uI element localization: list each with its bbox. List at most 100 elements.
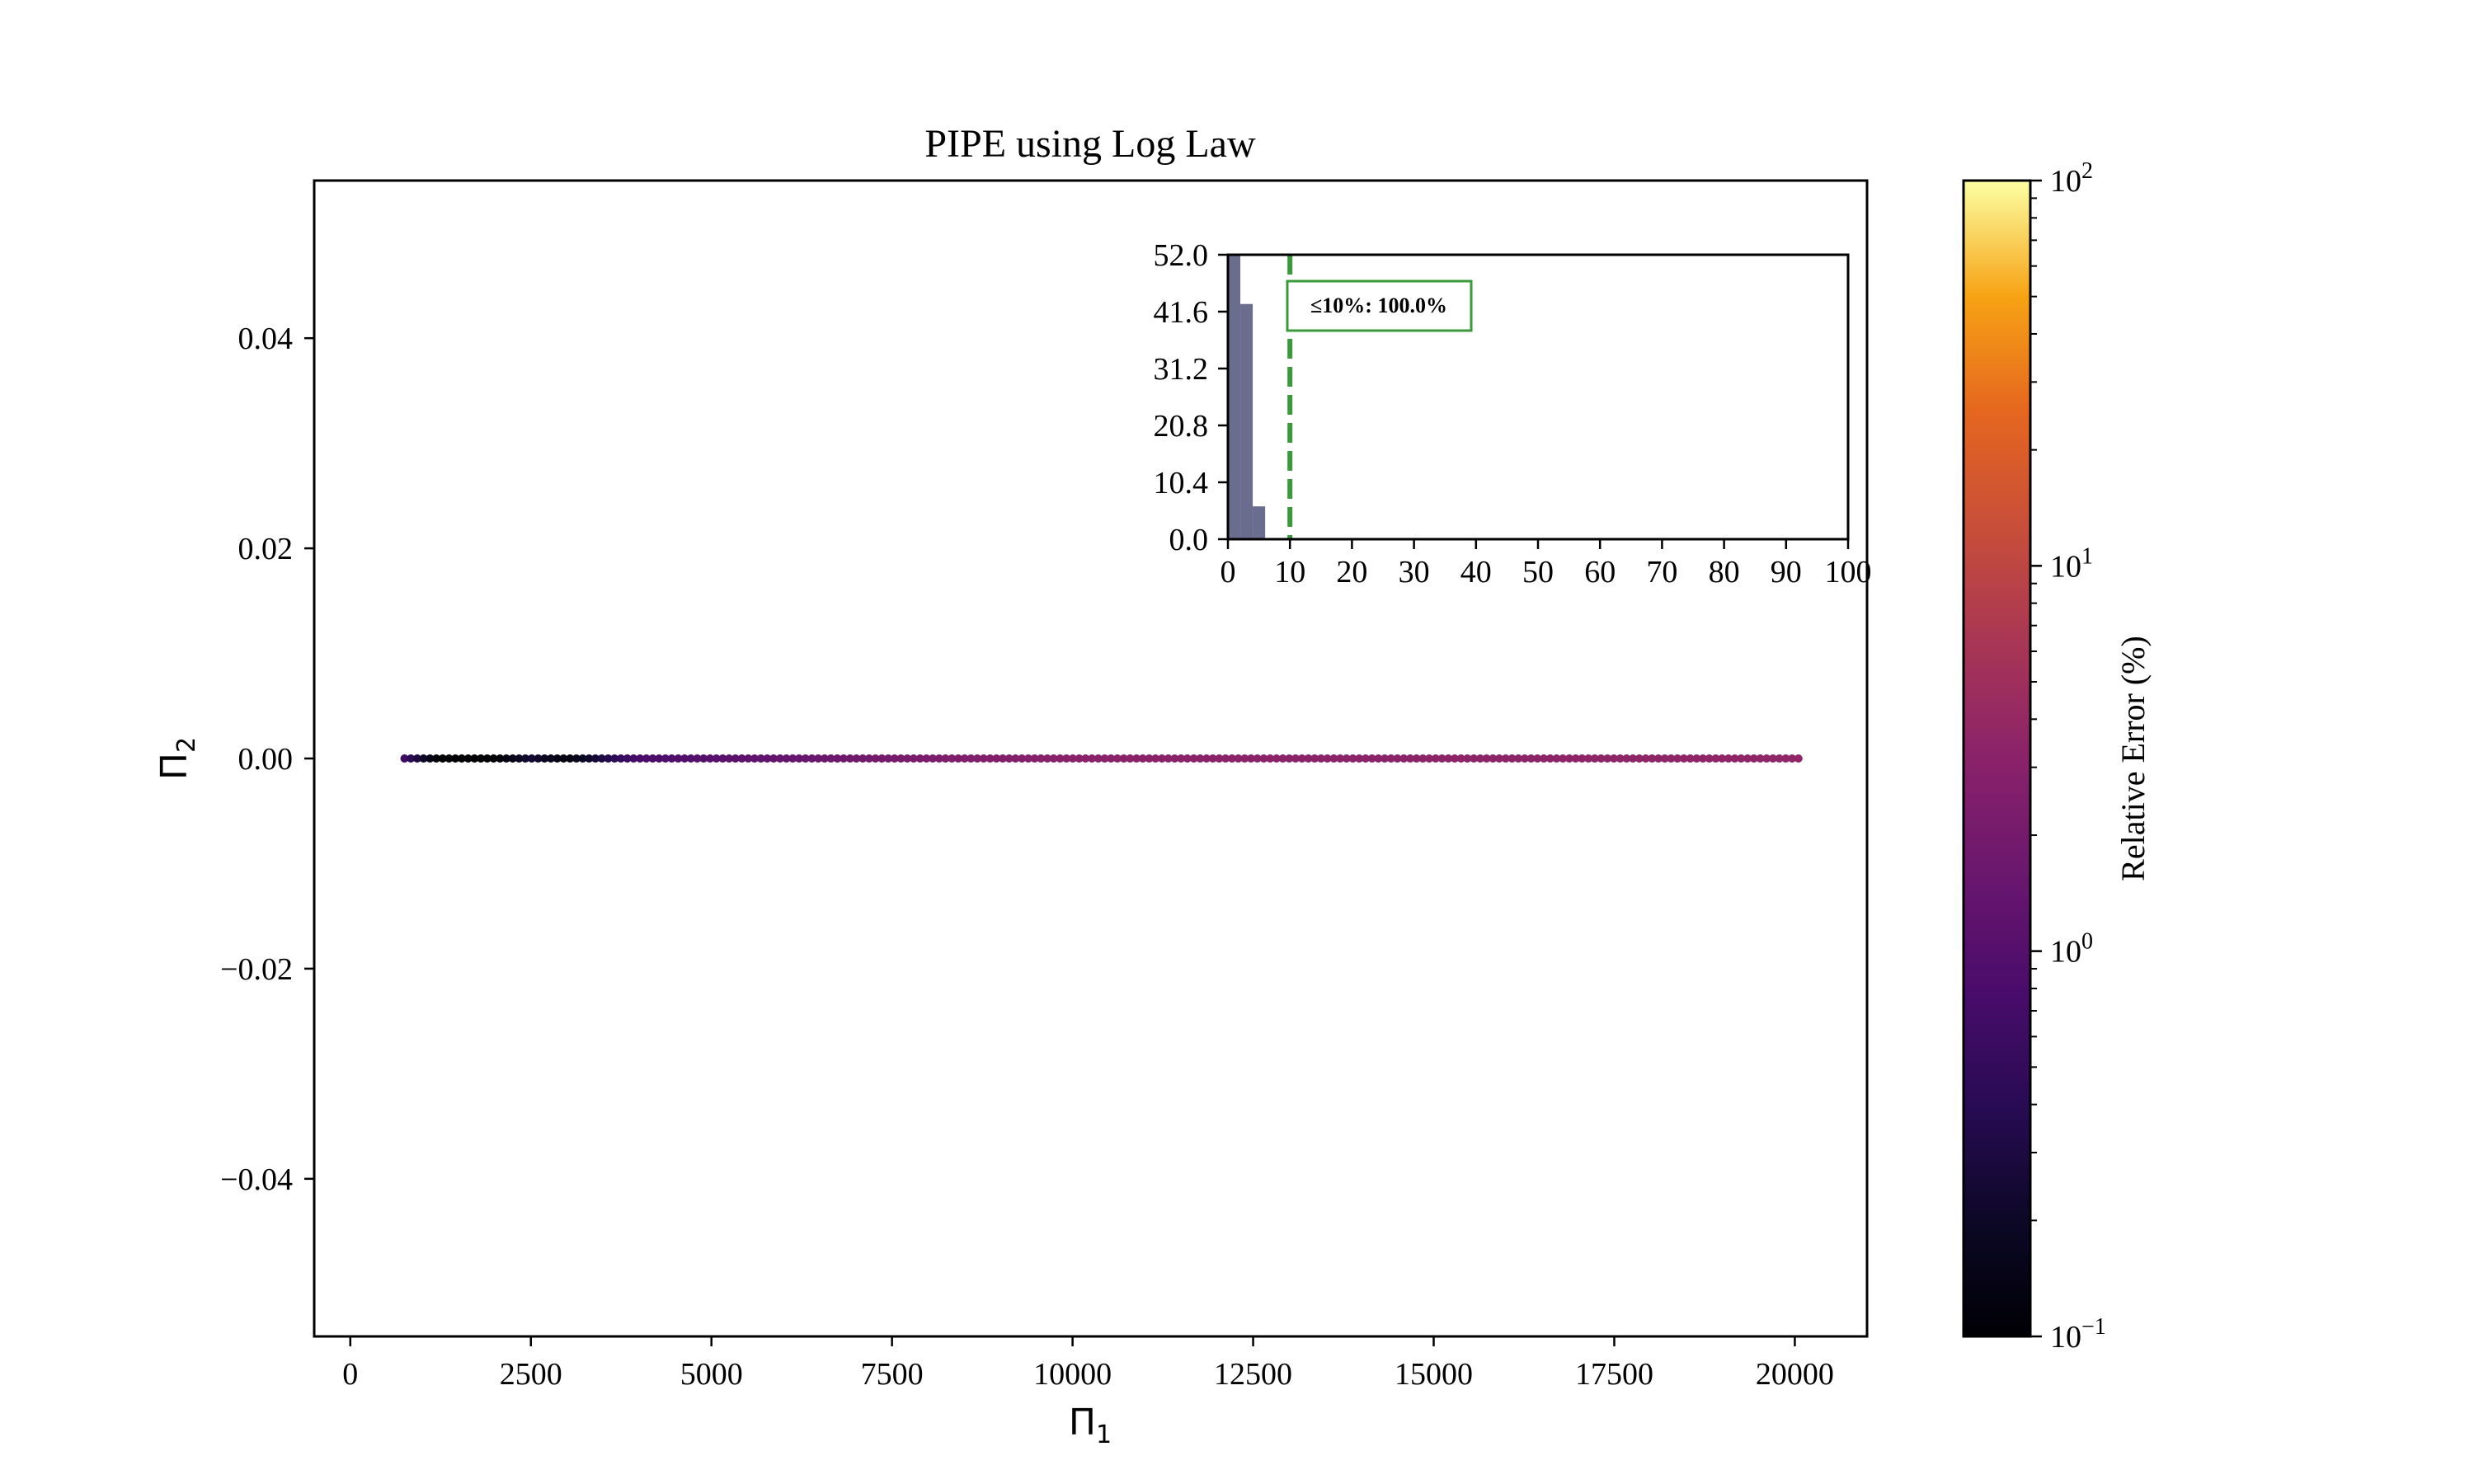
- scatter-points: [400, 754, 1803, 763]
- scatter-point: [1507, 754, 1517, 763]
- scatter-point: [1126, 754, 1135, 763]
- scatter-point: [864, 754, 873, 763]
- inset-x-tick-label: 90: [1771, 555, 1802, 589]
- inset-x-tick-label: 70: [1646, 555, 1677, 589]
- scatter-point: [890, 754, 899, 763]
- scatter-point: [1705, 754, 1714, 763]
- scatter-point: [1616, 754, 1625, 763]
- scatter-point: [1259, 754, 1268, 763]
- scatter-point: [655, 754, 664, 763]
- scatter-point: [1679, 754, 1688, 763]
- scatter-point: [1348, 754, 1357, 763]
- scatter-point: [1788, 754, 1797, 763]
- scatter-point: [1718, 754, 1727, 763]
- scatter-point: [1559, 754, 1568, 763]
- colorbar-tick-label: 101: [2050, 543, 2093, 584]
- scatter-point: [1297, 754, 1306, 763]
- scatter-point: [1648, 754, 1657, 763]
- scatter-point: [463, 754, 473, 763]
- scatter-point: [1062, 754, 1071, 763]
- scatter-point: [1781, 754, 1790, 763]
- scatter-point: [629, 754, 638, 763]
- scatter-point: [1285, 754, 1294, 763]
- y-tick-label: −0.02: [220, 952, 293, 987]
- x-tick-label: 0: [342, 1357, 358, 1392]
- colorbar-ticks: 10−1 100 101 102: [2030, 158, 2106, 1355]
- scatter-point: [1145, 754, 1154, 763]
- y-tick-label: 0.04: [238, 322, 294, 356]
- scatter-point: [1451, 754, 1459, 763]
- scatter-point: [979, 754, 988, 763]
- scatter-point: [1526, 754, 1536, 763]
- scatter-point: [1323, 754, 1332, 763]
- scatter-point: [426, 754, 435, 763]
- scatter-point: [578, 754, 587, 763]
- y-tick-label: 0.02: [238, 532, 294, 566]
- inset-y-axis: 0.0 10.4 20.8 31.2 41.6 52.0: [1154, 238, 1228, 557]
- histogram-bars: [1228, 255, 1266, 539]
- scatter-point: [508, 754, 517, 763]
- scatter-point: [1253, 754, 1262, 763]
- scatter-point: [623, 754, 632, 763]
- scatter-point: [750, 754, 759, 763]
- scatter-point: [1545, 754, 1554, 763]
- scatter-point: [1730, 754, 1739, 763]
- scatter-point: [1489, 754, 1498, 763]
- y-axis-label: Π2: [153, 737, 201, 780]
- scatter-point: [1564, 754, 1573, 763]
- scatter-point: [1037, 754, 1046, 763]
- scatter-point: [826, 754, 835, 763]
- y-tick-label: 0.00: [238, 742, 294, 777]
- scatter-point: [1304, 754, 1313, 763]
- scatter-point: [1768, 754, 1777, 763]
- scatter-point: [1227, 754, 1236, 763]
- scatter-point: [1336, 754, 1345, 763]
- scatter-point: [1711, 754, 1720, 763]
- scatter-point: [400, 754, 409, 763]
- x-axis-label: Π1: [1069, 1402, 1112, 1449]
- scatter-point: [1342, 754, 1351, 763]
- scatter-point: [1724, 754, 1733, 763]
- scatter-point: [1380, 754, 1390, 763]
- scatter-point: [871, 754, 880, 763]
- scatter-point: [604, 754, 613, 763]
- scatter-point: [840, 754, 848, 763]
- scatter-point: [1272, 754, 1281, 763]
- scatter-point: [999, 754, 1007, 763]
- scatter-point: [1266, 754, 1275, 763]
- inset-histogram: 0 10 20 30 40 50 60 70 80 90 100 0.0 10.4 20.8 31.2 41…: [1154, 238, 1872, 589]
- scatter-point: [616, 754, 625, 763]
- scatter-point: [858, 754, 868, 763]
- scatter-point: [1049, 754, 1058, 763]
- scatter-point: [591, 754, 600, 763]
- scatter-point: [1023, 754, 1032, 763]
- scatter-point: [610, 754, 619, 763]
- scatter-point: [782, 754, 791, 763]
- scatter-point: [1056, 754, 1065, 763]
- scatter-point: [1495, 754, 1503, 763]
- scatter-point: [1692, 754, 1701, 763]
- scatter-point: [1177, 754, 1186, 763]
- x-tick-label: 12500: [1214, 1357, 1292, 1392]
- scatter-point: [1202, 754, 1211, 763]
- scatter-point: [788, 754, 797, 763]
- scatter-point: [1004, 754, 1014, 763]
- scatter-point: [1310, 754, 1319, 763]
- scatter-point: [1100, 754, 1109, 763]
- scatter-point: [833, 754, 842, 763]
- scatter-point: [553, 754, 562, 763]
- scatter-point: [566, 754, 575, 763]
- scatter-point: [1215, 754, 1224, 763]
- scatter-point: [775, 754, 784, 763]
- scatter-point: [896, 754, 905, 763]
- scatter-point: [547, 754, 555, 763]
- scatter-point: [1654, 754, 1663, 763]
- scatter-point: [1094, 754, 1103, 763]
- x-tick-label: 2500: [500, 1357, 562, 1392]
- annotation-box: ≤10%: 100.0%: [1286, 279, 1473, 332]
- scatter-point: [1756, 754, 1765, 763]
- scatter-point: [1138, 754, 1147, 763]
- scatter-point: [1406, 754, 1414, 763]
- scatter-point: [1011, 754, 1020, 763]
